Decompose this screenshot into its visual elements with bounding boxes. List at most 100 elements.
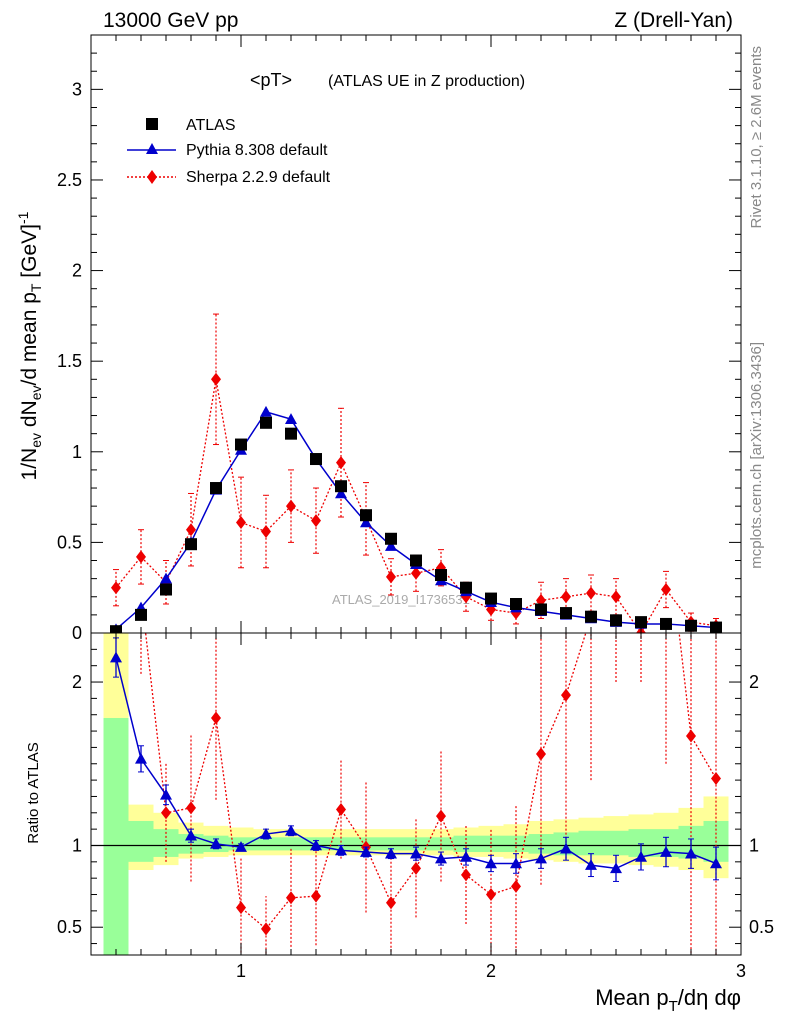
main-y-tick-label: 2.5 <box>57 170 82 190</box>
ratio-sherpa-point <box>236 901 246 915</box>
header-right-label: Z (Drell-Yan) <box>614 9 733 32</box>
atlas-data-point <box>235 438 247 451</box>
ratio-sherpa-point <box>211 711 221 725</box>
ratio-pythia-point <box>610 862 622 874</box>
sherpa-point <box>561 590 571 604</box>
atlas-data-point <box>360 509 372 522</box>
band-inner-bin <box>378 837 404 851</box>
ratio-pythia-point <box>435 852 447 864</box>
ratio-sherpa-point <box>161 806 171 820</box>
ratio-pythia-point <box>635 850 647 862</box>
band-inner-bin <box>103 717 129 955</box>
ratio-sherpa-point <box>436 809 446 823</box>
ratio-sherpa-point <box>486 888 496 902</box>
sherpa-point <box>586 586 596 600</box>
ratio-sherpa-point <box>111 528 121 541</box>
ratio-pythia-point <box>110 651 122 663</box>
ratio-sherpa-point <box>336 803 346 817</box>
legend-atlas-marker <box>146 118 158 130</box>
ratio-pythia-point <box>660 846 672 857</box>
ratio-y-axis-label: Ratio to ATLAS <box>25 742 42 843</box>
header-left-label: 13000 GeV pp <box>103 9 238 32</box>
ratio-sherpa-point <box>711 771 721 785</box>
x-tick-label: 3 <box>736 961 746 981</box>
atlas-data-point <box>435 569 447 582</box>
ratio-sherpa-point <box>136 586 146 599</box>
ratio-pythia-point <box>585 859 597 870</box>
atlas-data-point <box>185 538 197 551</box>
atlas-data-point <box>560 607 572 620</box>
sherpa-point <box>386 570 396 584</box>
ratio-pythia-point <box>285 824 297 836</box>
ratio-pythia-point <box>185 829 197 841</box>
mcplots-label: mcplots.cern.ch [arXiv:1306.3436] <box>748 342 765 569</box>
sherpa-point <box>136 550 146 564</box>
ratio-pythia-point <box>385 847 397 859</box>
ratio-pythia-point <box>135 752 147 764</box>
ratio-pythia-point <box>310 839 322 851</box>
ratio-sherpa-point <box>536 747 546 761</box>
legend-pythia-label: Pythia 8.308 default <box>186 142 328 159</box>
atlas-data-point <box>285 427 297 440</box>
analysis-watermark: ATLAS_2019_I1736531 <box>332 592 470 607</box>
sherpa-point <box>336 456 346 470</box>
ratio-panel-series <box>91 512 741 955</box>
ratio-sherpa-point <box>661 512 671 525</box>
band-inner-bin <box>128 820 154 862</box>
main-y-axis-label: 1/Nev dNev/d mean pT [GeV]-1 <box>15 211 44 480</box>
atlas-data-point <box>160 583 172 596</box>
main-y-tick-label: 3 <box>72 79 82 99</box>
main-y-tick-label: 0.5 <box>57 532 82 552</box>
main-y-tick-label: 2 <box>72 261 82 281</box>
ratio-sherpa-point <box>636 512 646 525</box>
ratio-sherpa-point <box>686 729 696 743</box>
band-inner-bin <box>328 837 354 851</box>
ratio-pythia-point <box>710 857 722 869</box>
atlas-data-point <box>510 598 522 611</box>
band-inner-bin <box>578 830 604 856</box>
atlas-data-point <box>660 617 672 630</box>
atlas-data-point <box>485 592 497 605</box>
ratio-y-tick-label-right: 2 <box>749 672 759 692</box>
legend: ATLAS Pythia 8.308 default Sherpa 2.2.9 … <box>127 117 331 186</box>
legend-atlas-label: ATLAS <box>186 117 236 134</box>
main-y-tick-label: 1.5 <box>57 351 82 371</box>
ratio-pythia-point <box>210 837 222 849</box>
atlas-data-point <box>210 482 222 495</box>
ratio-pythia-point <box>410 847 422 859</box>
rivet-version-label: Rivet 3.1.10, ≥ 2.6M events <box>748 46 765 229</box>
pythia-point <box>335 487 347 499</box>
ratio-sherpa-point <box>186 801 196 815</box>
pythia-point <box>360 516 372 528</box>
pythia-point <box>260 405 272 417</box>
sherpa-point <box>411 566 421 580</box>
sherpa-point <box>311 514 321 528</box>
legend-sherpa-label: Sherpa 2.2.9 default <box>186 169 331 186</box>
atlas-data-point <box>585 610 597 623</box>
sherpa-point <box>186 523 196 537</box>
band-inner-bin <box>253 837 279 851</box>
ratio-sherpa-point <box>511 879 521 893</box>
ratio-sherpa-point <box>411 861 421 875</box>
plot-title-sub: (ATLAS UE in Z production) <box>328 73 525 90</box>
sherpa-point <box>211 372 221 386</box>
ratio-sherpa-point <box>286 891 296 905</box>
axes: 1 2 3 0 0.5 1 1.5 2 2.5 3 0.5 0.5 1 1 2 2 <box>57 34 774 981</box>
ratio-pythia-point <box>335 844 347 856</box>
band-inner-bin <box>278 837 304 851</box>
atlas-data-point <box>335 480 347 493</box>
ratio-pythia-point <box>260 828 272 839</box>
atlas-data-point <box>260 416 272 429</box>
ratio-pythia-point <box>685 847 697 859</box>
main-panel-series <box>110 313 722 633</box>
ratio-sherpa-point <box>311 889 321 903</box>
atlas-data-point <box>610 614 622 627</box>
atlas-data-point <box>535 603 547 616</box>
ratio-y-tick-label: 2 <box>72 672 82 692</box>
x-axis-label: Mean pT/dη dφ <box>595 985 741 1015</box>
ratio-sherpa-point <box>461 868 471 882</box>
plot-title-main: <pT> <box>250 70 292 90</box>
band-inner-bin <box>603 830 629 856</box>
atlas-data-point <box>385 532 397 545</box>
atlas-data-point <box>310 453 322 466</box>
